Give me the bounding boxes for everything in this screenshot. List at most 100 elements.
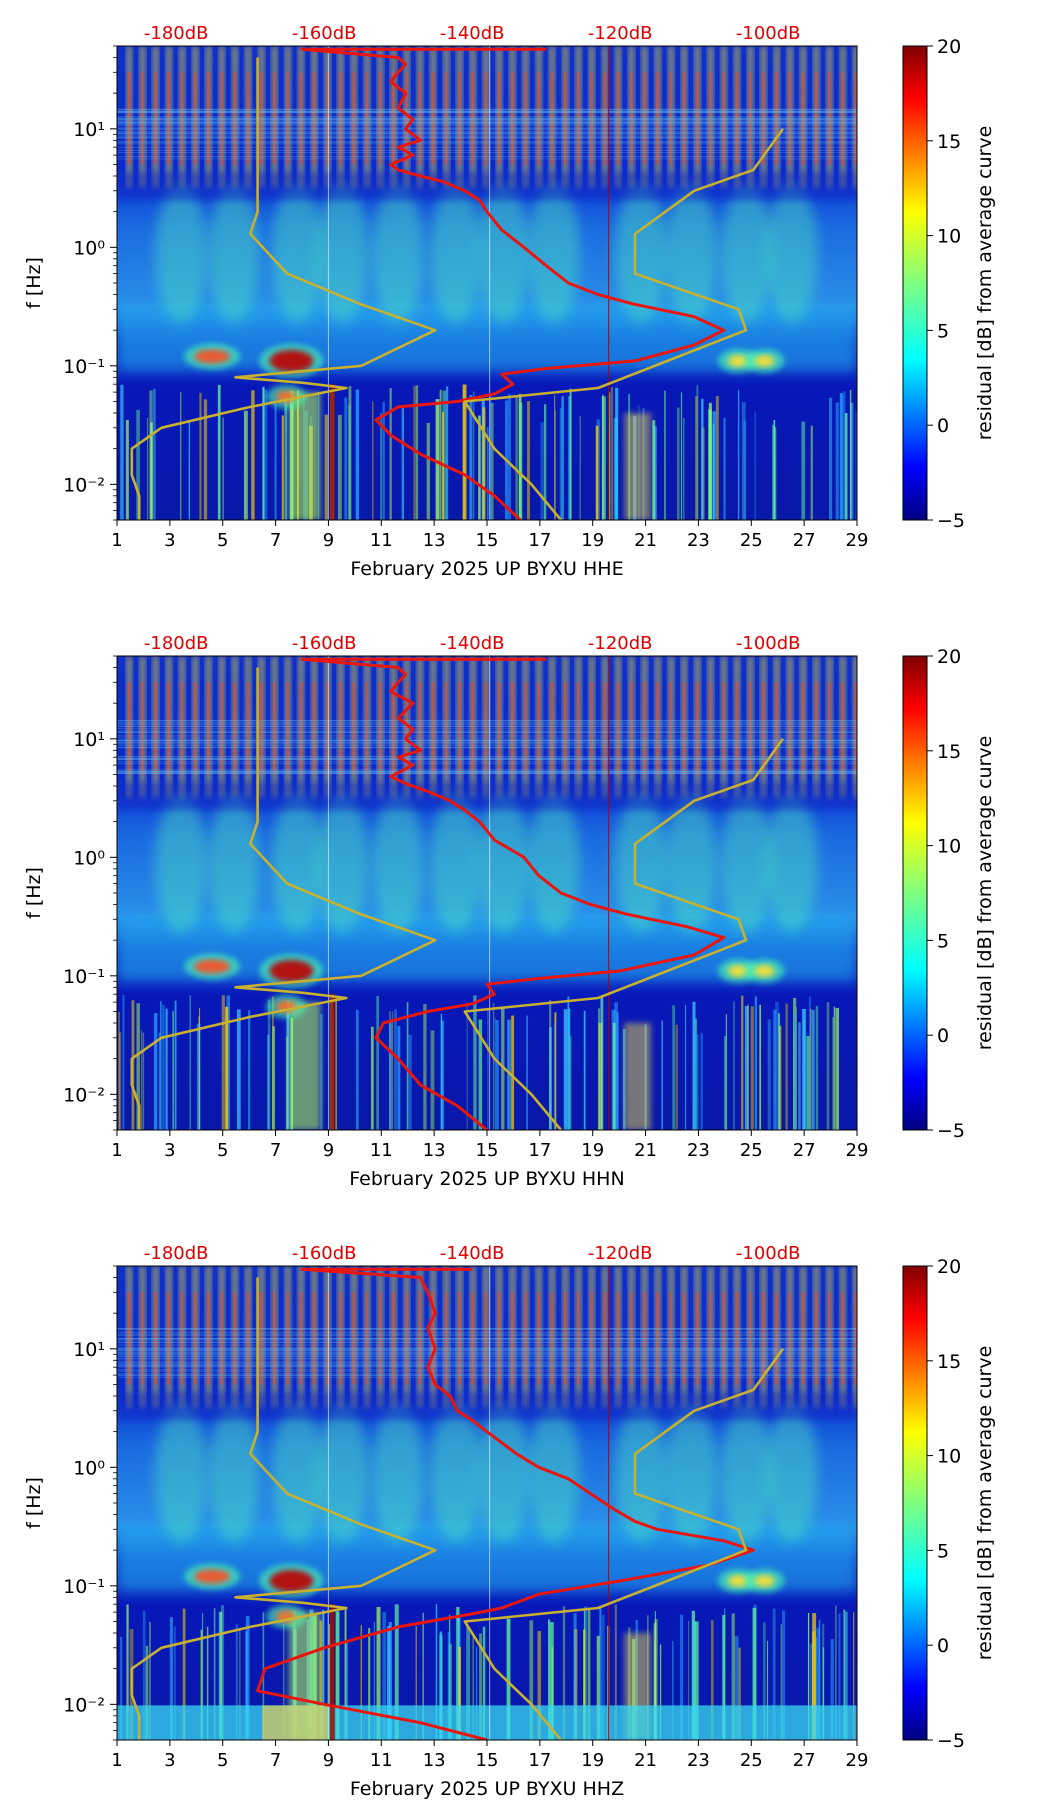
lf-streak-98 [401,407,405,520]
hf-core-8-1 [325,682,329,775]
lf-streak-119 [125,419,129,520]
lf-streak-111 [855,410,857,520]
hf-core-3-0 [180,1292,184,1385]
lf-streak-6 [838,1613,841,1740]
plume-2 [271,1402,324,1543]
lf-streak-14 [422,1612,424,1740]
plume-2 [271,182,324,323]
hf-line-5 [117,756,857,758]
hf-line-24 [117,1370,857,1372]
lf-streak-64 [583,1629,586,1740]
colorbar-tick-label: 0 [937,415,949,437]
hf-line-34 [117,123,857,125]
hf-core-13-0 [444,682,448,775]
lf-streak-97 [147,417,149,520]
hf-core-1-0 [127,72,131,165]
plume-3 [316,1402,369,1543]
colorbar-tick-label: 0 [937,1635,949,1657]
x-axis-label: February 2025 UP BYXU HHE [350,558,623,580]
lf-streak-9 [360,1625,362,1740]
lf-streak-21 [767,1019,771,1130]
hf-core-7-1 [299,72,303,165]
hf-line-21 [117,771,857,773]
top-tick-label: -140dB [440,633,505,654]
y-tick-label: 10⁰ [73,237,105,259]
x-tick-label: 27 [793,530,816,551]
lf-streak-22 [548,1027,553,1130]
colorbar-tick-label: 20 [937,646,961,668]
hf-line-32 [117,740,857,742]
hf-line-9 [117,725,857,727]
hf-core-22-1 [695,72,699,165]
curve-model-bounds [130,57,437,520]
lf-streak-12 [118,1011,120,1130]
hf-line-35 [117,756,857,758]
hf-line-9 [117,1373,857,1375]
lf-streak-76 [806,1035,810,1130]
hf-core-12-1 [431,72,435,165]
lf-streak-118 [462,384,467,520]
colorbar-tick-label: −5 [937,510,965,532]
hf-core-8-1 [325,72,329,165]
lf-streak-24 [492,1002,495,1130]
hf-core-2-1 [167,1292,170,1385]
x-tick-label: 13 [423,1140,446,1161]
plume-9 [665,1402,718,1543]
hf-core-10-0 [365,682,369,775]
hf-core-20-1 [643,682,646,775]
lf-streak-46 [570,1036,572,1130]
hf-core-23-0 [709,1292,712,1385]
lf-streak-94 [388,1621,392,1740]
lf-streak-85 [518,402,523,520]
lf-streak-118 [688,1620,690,1740]
x-tick-label: 9 [323,1750,334,1771]
hf-line-39 [117,136,857,138]
lf-streak-97 [653,1623,657,1740]
lf-streak-117 [849,389,852,520]
lf-streak-2 [694,1018,698,1130]
hf-line-1 [117,121,857,123]
hf-line-29 [117,1365,857,1367]
x-tick-label: 29 [846,530,869,551]
hf-line-27 [117,1362,857,1364]
hf-core-1-0 [127,682,131,775]
storm-blob-0 [194,1569,231,1584]
lf-streak-66 [610,387,614,520]
colorbar-tick-label: −5 [937,1120,965,1142]
x-axis-label: February 2025 UP BYXU HHZ [350,1778,624,1800]
hf-core-2-0 [154,1292,157,1385]
lf-streak-84 [611,1009,616,1130]
hf-core-17-1 [563,1292,567,1385]
top-tick-label: -160dB [292,633,357,654]
colorbar: −5 0 5 10 15 20 residual [dB] from average cur… [902,646,996,1142]
hf-core-18-0 [577,682,580,775]
hf-line-24 [117,152,857,154]
colorbar-gradient [902,1265,928,1741]
quiet-zone [117,1392,857,1421]
hf-line-21 [117,122,857,124]
lf-streak-5 [389,388,392,520]
lf-streak-57 [203,399,208,520]
lf-streak-60 [835,402,839,520]
lf-streak-114 [495,1020,499,1130]
hf-core-27-1 [828,682,831,775]
hf-line-31 [117,158,857,160]
hf-line-5 [117,1347,857,1349]
hf-core-22-0 [682,1292,686,1385]
hf-core-19-0 [603,1292,606,1385]
hf-line-19 [117,149,857,151]
hf-core-21-0 [656,72,659,165]
hf-core-12-0 [418,1292,421,1385]
hf-core-17-0 [550,682,554,775]
hf-core-24-0 [735,1292,739,1385]
hf-line-25 [117,120,857,122]
hf-line-15 [117,746,857,748]
plume-5 [430,1402,482,1543]
hf-line-33 [117,746,857,748]
lf-streak-70 [554,1013,556,1130]
lf-streak-5 [832,1017,834,1130]
lf-column-day21 [624,412,651,520]
lf-streak-67 [613,418,618,520]
